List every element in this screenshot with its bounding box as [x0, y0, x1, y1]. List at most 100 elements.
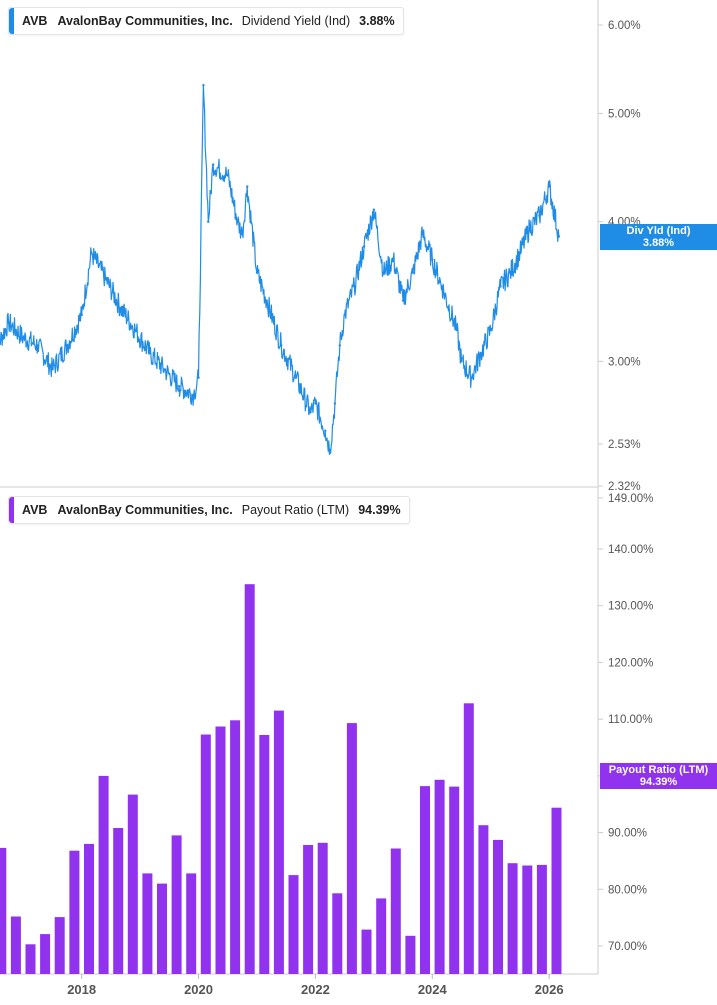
dividend-yield-point — [372, 208, 376, 211]
payout-bar[interactable] — [449, 786, 460, 974]
payout-bar[interactable] — [332, 893, 343, 974]
dividend-yield-point — [90, 251, 93, 255]
payout-bar[interactable] — [522, 865, 533, 975]
dividend-yield-point — [343, 313, 346, 317]
payout-bar[interactable] — [303, 845, 314, 974]
payout-bar[interactable] — [273, 710, 284, 974]
dividend-yield-point — [538, 214, 541, 217]
payout-bar[interactable] — [346, 723, 357, 974]
dividend-yield-point — [294, 376, 298, 379]
payout-ratio-swatch — [9, 497, 14, 523]
dividend-yield-point — [202, 84, 205, 87]
dividend-yield-point — [226, 174, 229, 177]
y-tick-label: 70.00% — [608, 941, 647, 953]
dividend-yield-line[interactable] — [0, 84, 560, 455]
y-tick-label: 140.00% — [608, 544, 653, 556]
legend-value: 94.39% — [358, 503, 401, 517]
dividend-yield-point — [362, 245, 366, 248]
payout-bar[interactable] — [361, 929, 372, 974]
dividend-yield-point — [177, 385, 181, 388]
payout-bar[interactable] — [142, 873, 153, 974]
dividend-yield-swatch — [9, 8, 14, 34]
dividend-yield-point — [440, 285, 444, 288]
payout-bar[interactable] — [434, 779, 445, 974]
dividend-yield-point — [421, 232, 424, 236]
payout-bar[interactable] — [405, 935, 416, 974]
dividend-yield-value-tag: Div Yld (Ind) 3.88% — [600, 224, 717, 250]
payout-bar[interactable] — [230, 720, 241, 974]
axis-labels: 6.00%5.00%4.00%3.00%2.53%2.32%149.00%140… — [67, 20, 653, 997]
payout-bar[interactable] — [40, 934, 51, 974]
dividend-yield-point — [22, 336, 25, 339]
y-tick-label: 80.00% — [608, 884, 647, 896]
tag-name: Div Yld (Ind) — [626, 225, 691, 237]
payout-bar[interactable] — [54, 917, 65, 974]
payout-bar[interactable] — [113, 828, 124, 974]
y-tick-label: 3.00% — [608, 356, 641, 368]
dividend-yield-point — [255, 271, 259, 274]
tag-value: 94.39% — [639, 776, 678, 788]
legend-value: 3.88% — [359, 14, 395, 28]
payout-bar[interactable] — [259, 735, 270, 974]
dividend-yield-point — [328, 448, 332, 451]
dividend-yield-legend[interactable]: AVB AvalonBay Communities, Inc. Dividend… — [8, 7, 404, 35]
dividend-yield-point — [557, 235, 561, 238]
dividend-yield-point — [197, 376, 200, 379]
payout-bar[interactable] — [390, 848, 401, 975]
payout-bar[interactable] — [25, 944, 36, 974]
payout-bar[interactable] — [98, 775, 109, 974]
payout-bar[interactable] — [376, 898, 387, 974]
dividend-yield-point — [134, 328, 137, 332]
dividend-yield-point — [470, 376, 473, 379]
legend-company: AvalonBay Communities, Inc. — [57, 14, 233, 28]
legend-metric: Payout Ratio (LTM) — [241, 503, 350, 517]
payout-bar[interactable] — [69, 850, 80, 974]
payout-bar[interactable] — [10, 916, 21, 975]
payout-bar[interactable] — [0, 847, 7, 974]
y-tick-label: 2.32% — [608, 481, 641, 493]
y-tick-label: 130.00% — [608, 601, 653, 613]
payout-bar[interactable] — [157, 883, 167, 974]
payout-bar[interactable] — [127, 794, 138, 974]
payout-bar[interactable] — [84, 843, 94, 974]
y-tick-label: 110.00% — [608, 714, 653, 726]
dividend-yield-point — [65, 344, 69, 347]
dividend-yield-point — [528, 226, 531, 229]
x-tick-label: 2026 — [535, 982, 564, 997]
x-tick-label: 2018 — [67, 982, 96, 997]
y-tick-label: 90.00% — [608, 828, 647, 840]
payout-bar[interactable] — [288, 875, 299, 974]
payout-bar[interactable] — [244, 584, 255, 974]
dividend-yield-point — [460, 360, 463, 363]
payout-bar[interactable] — [420, 786, 430, 974]
tag-name: Payout Ratio (LTM) — [608, 764, 709, 776]
dividend-yield-point — [309, 411, 312, 414]
payout-bar[interactable] — [186, 873, 197, 974]
payout-ratio-panel — [0, 584, 562, 974]
payout-bar[interactable] — [493, 839, 503, 974]
legend-metric: Dividend Yield (Ind) — [241, 14, 351, 28]
dividend-yield-point — [104, 278, 108, 281]
dividend-yield-point — [80, 313, 83, 317]
payout-bar[interactable] — [478, 825, 489, 974]
dividend-yield-point — [241, 232, 244, 236]
dividend-yield-point — [548, 185, 551, 188]
legend-ticker: AVB — [22, 14, 48, 28]
dividend-yield-point — [314, 402, 317, 405]
payout-bar[interactable] — [463, 703, 474, 974]
dividend-yield-point — [236, 220, 239, 223]
dividend-yield-point — [518, 251, 522, 255]
payout-bar[interactable] — [171, 835, 182, 974]
y-tick-label: 149.00% — [608, 493, 653, 505]
payout-bar[interactable] — [536, 864, 547, 974]
dividend-yield-point — [489, 328, 492, 332]
payout-bar[interactable] — [200, 734, 211, 975]
payout-ratio-legend[interactable]: AVB AvalonBay Communities, Inc. Payout R… — [8, 496, 410, 524]
payout-bar[interactable] — [317, 842, 328, 974]
payout-bar[interactable] — [551, 807, 562, 974]
payout-bar[interactable] — [507, 863, 518, 974]
dividend-yield-point — [7, 321, 10, 324]
dividend-yield-point — [246, 185, 249, 188]
dividend-yield-point — [119, 306, 122, 309]
payout-bar[interactable] — [215, 726, 226, 975]
